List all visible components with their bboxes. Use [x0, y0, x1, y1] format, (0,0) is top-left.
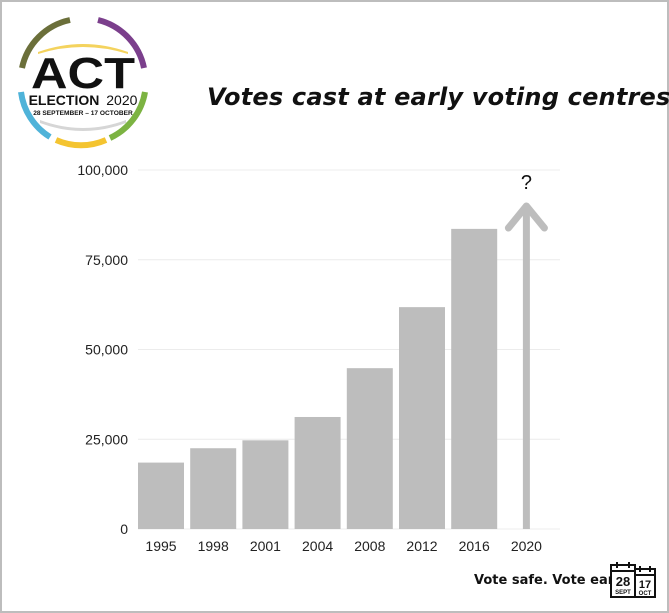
bar-2004	[294, 416, 341, 529]
up-arrow-icon	[504, 202, 548, 232]
logo-ring-blue	[18, 91, 52, 140]
bar-2008	[346, 368, 393, 529]
bar-1995	[138, 462, 184, 529]
x-tick-label-2020: 2020	[511, 538, 542, 554]
vote-safe-slogan: Vote safe. Vote early	[474, 573, 628, 588]
calendar-28-number: 28	[616, 574, 630, 589]
logo-election-text: ELECTION	[29, 92, 100, 108]
y-tick-label: 50,000	[85, 342, 128, 358]
x-tick-label-2001: 2001	[250, 538, 281, 554]
logo-year-text: 2020	[106, 92, 137, 108]
logo-dates-text: 28 SEPTEMBER – 17 OCTOBER	[33, 110, 133, 117]
calendar-icon: 28 SEPT 17 OCT	[610, 562, 656, 598]
logo-ring-yellow	[54, 137, 108, 149]
calendar-oct-label: OCT	[639, 591, 652, 597]
svg-text:ELECTION 2020: ELECTION 2020	[29, 92, 138, 108]
logo-ring-green	[108, 91, 148, 141]
x-tick-label-2016: 2016	[459, 538, 490, 554]
x-axis-ticks: 1995 1998 2001 2004 2008 2012 2016 2020	[145, 538, 542, 554]
calendar-17-number: 17	[639, 579, 651, 591]
logo-ring-olive	[19, 17, 71, 69]
bar-2012	[399, 307, 445, 529]
x-tick-label-2008: 2008	[354, 538, 385, 554]
y-tick-label: 0	[120, 521, 128, 537]
y-tick-label: 25,000	[85, 431, 128, 447]
annotation: ?	[504, 172, 548, 529]
bar-1998	[190, 448, 237, 529]
question-mark-annotation: ?	[521, 172, 532, 194]
act-election-logo: ACT ELECTION 2020 28 SEPTEMBER – 17 OCTO…	[18, 17, 148, 149]
x-tick-label-2012: 2012	[406, 538, 437, 554]
bar-2016	[451, 228, 498, 529]
bar-2001	[242, 440, 289, 529]
y-axis-ticks: 0 25,000 50,000 75,000 100,000	[77, 162, 128, 537]
x-tick-label-1998: 1998	[198, 538, 229, 554]
logo-ring-purple	[97, 17, 147, 69]
x-tick-label-2004: 2004	[302, 538, 333, 554]
calendar-sept-label: SEPT	[615, 590, 631, 596]
y-tick-label: 100,000	[77, 162, 128, 178]
logo-act-text: ACT	[31, 49, 135, 98]
bars	[138, 228, 498, 529]
y-tick-label: 75,000	[85, 252, 128, 268]
x-tick-label-1995: 1995	[145, 538, 176, 554]
chart-title: Votes cast at early voting centres	[207, 83, 669, 111]
